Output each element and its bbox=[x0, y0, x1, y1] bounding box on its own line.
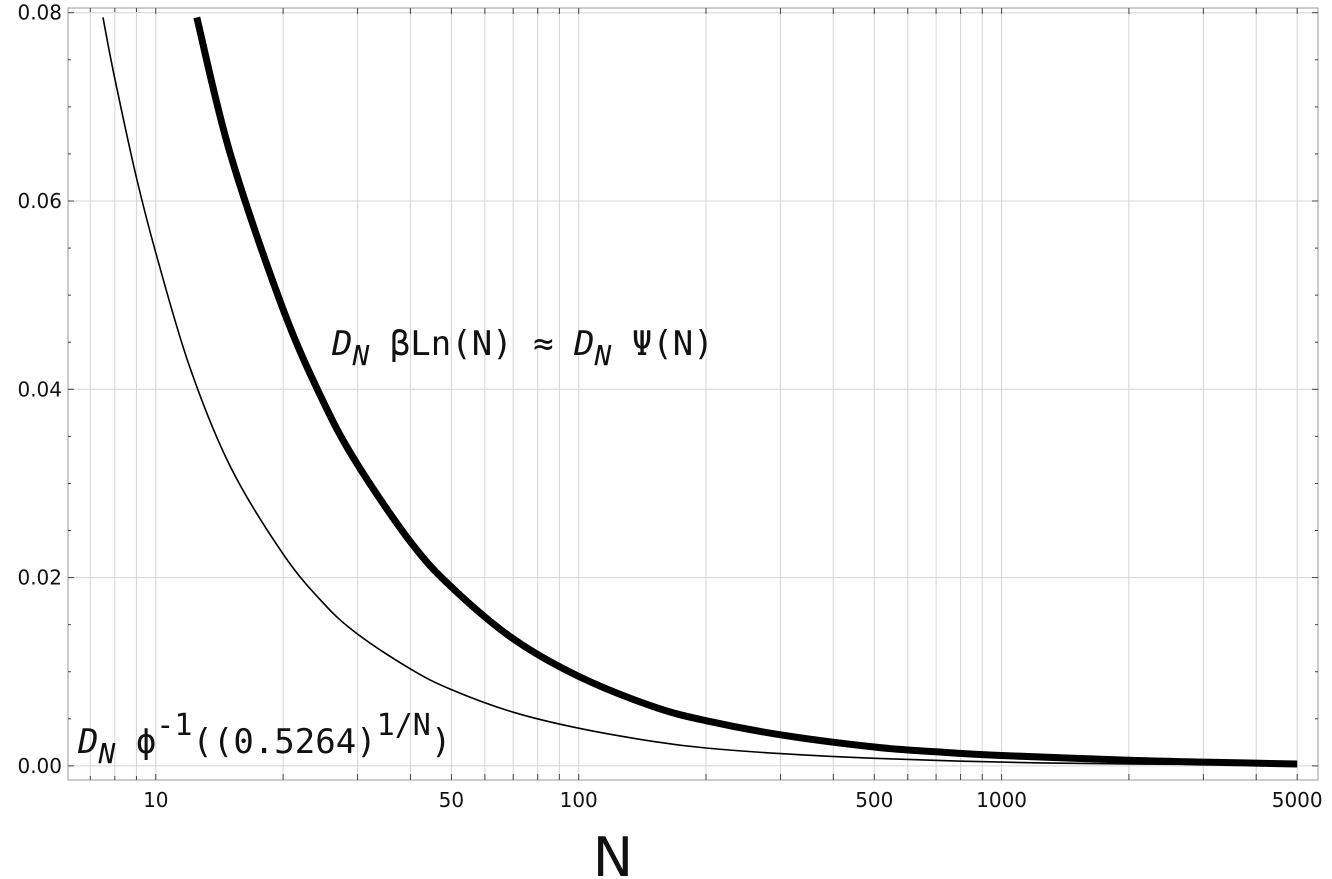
grid bbox=[68, 8, 1318, 780]
x-axis-title: N bbox=[593, 826, 633, 879]
series bbox=[102, 16, 1298, 768]
plot-frame bbox=[67, 7, 1319, 781]
y-tick-label: 0.00 bbox=[17, 754, 62, 778]
x-tick-label: 50 bbox=[439, 788, 464, 812]
x-tick-label: 10 bbox=[143, 788, 168, 812]
x-tick-label: 1000 bbox=[976, 788, 1027, 812]
x-tick-labels: 10 50 100 500 1000 5000 bbox=[143, 788, 1323, 812]
y-tick-label: 0.06 bbox=[17, 189, 62, 213]
x-tick-label: 100 bbox=[560, 788, 598, 812]
series-line-thin bbox=[102, 17, 1298, 766]
series-label-thick: DN βLn(N) ≈ DN Ψ(N) bbox=[331, 324, 714, 372]
y-tick-labels: 0.00 0.02 0.04 0.06 0.08 bbox=[17, 1, 62, 778]
series-label-thin: DN ϕ-1((0.5264)1/N) bbox=[77, 708, 451, 770]
axis-ticks bbox=[68, 8, 1318, 780]
y-tick-label: 0.08 bbox=[17, 1, 62, 25]
y-tick-label: 0.04 bbox=[17, 377, 62, 401]
y-tick-label: 0.02 bbox=[17, 566, 62, 590]
x-tick-label: 500 bbox=[855, 788, 893, 812]
series-line-thick bbox=[193, 16, 1298, 768]
x-tick-label: 5000 bbox=[1272, 788, 1323, 812]
